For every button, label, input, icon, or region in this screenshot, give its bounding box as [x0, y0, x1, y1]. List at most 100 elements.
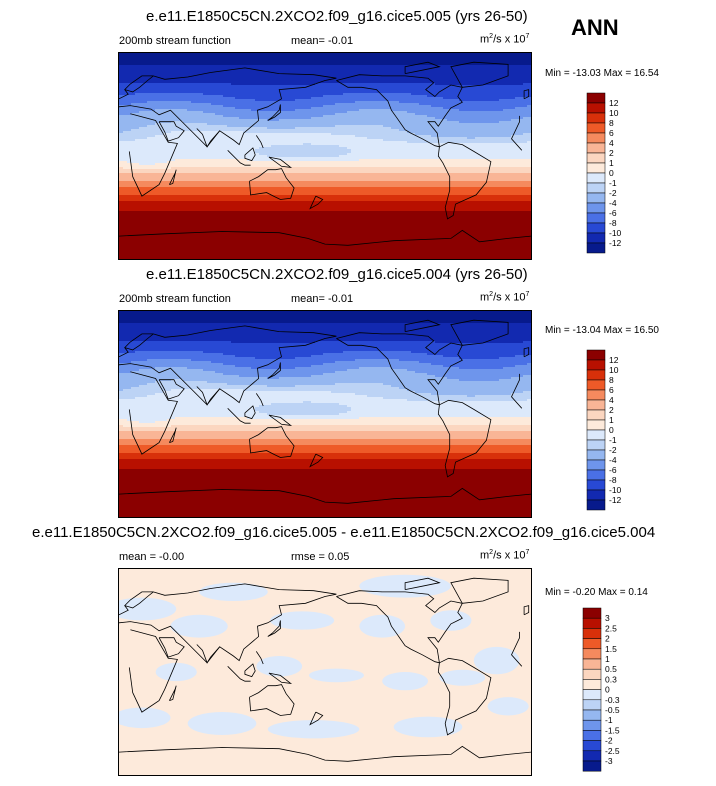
field-cell — [187, 125, 192, 128]
field-cell — [347, 69, 352, 72]
field-cell — [295, 79, 300, 82]
field-cell — [283, 115, 288, 118]
field-cell — [415, 81, 420, 84]
field-cell — [179, 143, 184, 146]
field-cell — [371, 81, 376, 84]
field-cell — [399, 147, 404, 150]
field-cell — [459, 117, 464, 120]
field-cell — [255, 87, 260, 90]
field-cell — [439, 147, 444, 150]
field-cell — [519, 63, 524, 66]
field-cell — [275, 63, 280, 66]
field-cell — [355, 93, 360, 96]
field-cell — [415, 137, 420, 140]
field-cell — [119, 81, 124, 84]
field-cell — [467, 125, 472, 128]
field-cell — [367, 55, 372, 58]
field-cell — [323, 91, 328, 94]
field-cell — [347, 129, 352, 132]
field-cell — [467, 59, 472, 62]
field-cell — [471, 91, 476, 94]
field-cell — [463, 59, 468, 62]
field-cell — [267, 147, 272, 150]
field-cell — [439, 141, 444, 144]
field-cell — [231, 105, 236, 108]
field-cell — [423, 117, 428, 120]
field-cell — [479, 117, 484, 120]
field-cell — [299, 145, 304, 148]
field-cell — [255, 91, 260, 94]
field-cell — [411, 75, 416, 78]
field-cell — [143, 139, 148, 142]
field-cell — [359, 87, 364, 90]
field-cell — [463, 111, 468, 114]
field-cell — [315, 115, 320, 118]
field-cell — [379, 133, 384, 136]
field-cell — [259, 79, 264, 82]
field-cell — [467, 133, 472, 136]
field-cell — [371, 97, 376, 100]
field-cell — [191, 107, 196, 110]
field-cell — [307, 53, 312, 56]
field-cell — [303, 147, 308, 150]
field-cell — [299, 99, 304, 102]
field-cell — [463, 87, 468, 90]
field-cell — [267, 113, 272, 116]
field-cell — [355, 91, 360, 94]
field-cell — [259, 85, 264, 88]
field-cell — [267, 55, 272, 58]
field-cell — [295, 59, 300, 62]
field-cell — [419, 87, 424, 90]
field-cell — [463, 99, 468, 102]
field-cell — [263, 129, 268, 132]
field-cell — [159, 71, 164, 74]
field-cell — [235, 113, 240, 116]
field-cell — [491, 135, 496, 138]
field-cell — [459, 55, 464, 58]
field-cell — [155, 145, 160, 148]
field-cell — [263, 99, 268, 102]
field-cell — [123, 55, 128, 58]
field-cell — [515, 65, 520, 68]
field-cell — [179, 137, 184, 140]
field-cell — [147, 79, 152, 82]
field-cell — [203, 127, 208, 130]
field-cell — [123, 107, 128, 110]
field-cell — [419, 101, 424, 104]
field-cell — [207, 125, 212, 128]
field-cell — [459, 59, 464, 62]
field-cell — [215, 109, 220, 112]
field-cell — [395, 59, 400, 62]
field-cell — [315, 59, 320, 62]
field-cell — [419, 63, 424, 66]
field-cell — [387, 117, 392, 120]
field-cell — [367, 75, 372, 78]
field-cell — [315, 65, 320, 68]
field-cell — [527, 139, 531, 142]
field-cell — [379, 103, 384, 106]
field-cell — [443, 69, 448, 72]
field-cell — [511, 135, 516, 138]
field-cell — [383, 59, 388, 62]
field-cell — [331, 89, 336, 92]
field-cell — [379, 65, 384, 68]
field-cell — [359, 147, 364, 150]
field-cell — [267, 75, 272, 78]
field-cell — [483, 55, 488, 58]
field-cell — [491, 71, 496, 74]
field-cell — [295, 125, 300, 128]
field-cell — [123, 133, 128, 136]
field-cell — [287, 77, 292, 80]
field-cell — [279, 93, 284, 96]
field-cell — [323, 69, 328, 72]
field-cell — [443, 137, 448, 140]
field-cell — [503, 73, 508, 76]
field-cell — [403, 93, 408, 96]
field-cell — [343, 139, 348, 142]
field-cell — [507, 147, 512, 150]
field-cell — [491, 67, 496, 70]
field-cell — [495, 133, 500, 136]
field-cell — [507, 87, 512, 90]
field-cell — [459, 81, 464, 84]
field-cell — [247, 109, 252, 112]
